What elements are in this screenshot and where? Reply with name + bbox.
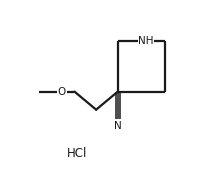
- Text: O: O: [57, 87, 66, 97]
- Text: NH: NH: [137, 35, 153, 45]
- Text: N: N: [113, 121, 121, 131]
- Text: HCl: HCl: [67, 147, 87, 160]
